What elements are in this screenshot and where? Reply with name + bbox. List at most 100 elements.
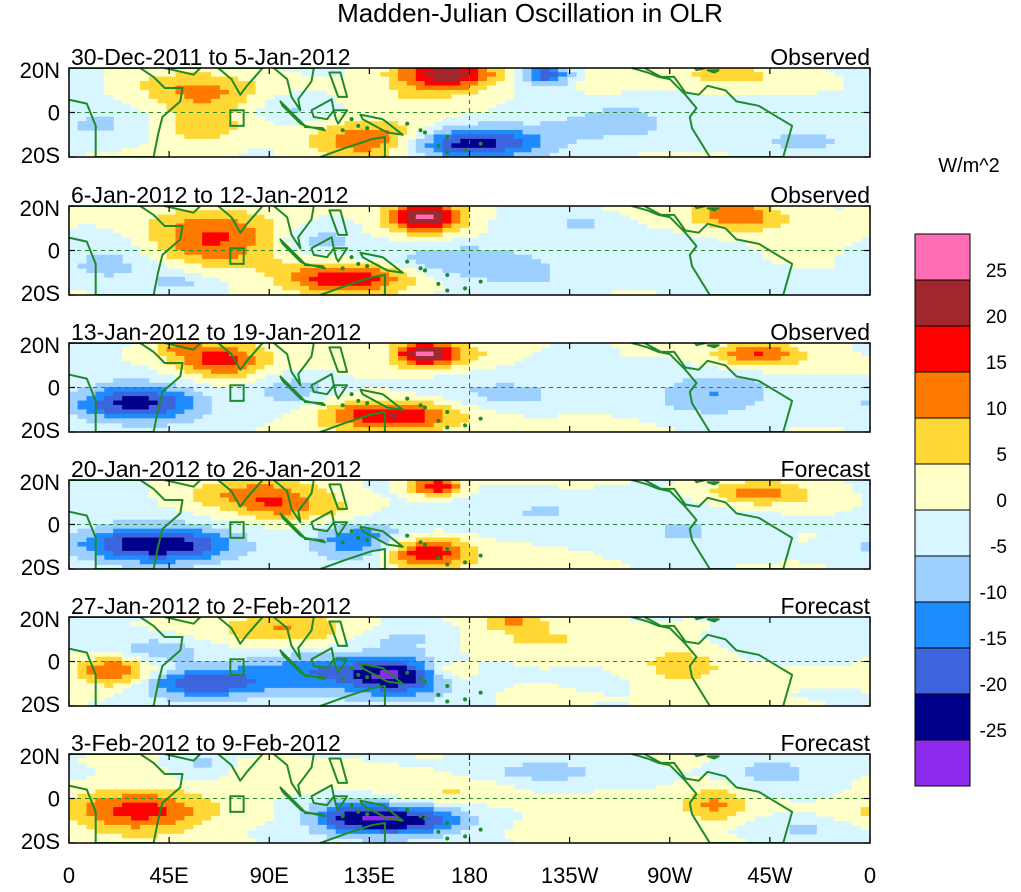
field-cell [443, 347, 453, 352]
field-cell [416, 409, 426, 414]
field-cell [772, 493, 782, 498]
field-cell [193, 143, 203, 148]
field-cell [247, 126, 257, 131]
field-cell [389, 134, 399, 139]
field-cell [273, 635, 283, 640]
field-cell [104, 546, 114, 551]
field-cell [416, 72, 426, 77]
field-cell [558, 652, 568, 657]
field-cell [309, 215, 319, 220]
field-cell [540, 560, 550, 565]
field-cell [558, 688, 568, 693]
field-cell [469, 405, 479, 410]
field-cell [273, 86, 283, 91]
field-cell [469, 409, 479, 414]
field-cell [576, 639, 586, 644]
field-cell [354, 81, 364, 86]
field-cell [416, 688, 426, 693]
field-cell [612, 639, 622, 644]
chart-title: Madden-Julian Oscillation in OLR [337, 0, 723, 28]
field-cell [718, 77, 728, 82]
field-cell [149, 538, 159, 543]
field-cell [229, 347, 239, 352]
field-cell [416, 652, 426, 657]
field-cell [140, 215, 150, 220]
field-cell [345, 511, 355, 516]
field-cell [176, 630, 186, 635]
field-cell [443, 405, 453, 410]
field-cell [825, 506, 835, 511]
field-cell [496, 551, 506, 556]
field-cell [416, 546, 426, 551]
field-cell [167, 692, 177, 697]
field-cell [549, 652, 559, 657]
field-cell [469, 264, 479, 269]
field-cell [389, 560, 399, 565]
field-cell [469, 94, 479, 99]
field-cell [176, 502, 186, 507]
field-cell [229, 484, 239, 489]
field-cell [523, 697, 533, 702]
field-cell [380, 639, 390, 644]
field-cell [318, 139, 328, 144]
field-cell [505, 643, 515, 648]
field-cell [460, 268, 470, 273]
field-cell [514, 352, 524, 357]
field-cell [220, 134, 230, 139]
field-cell [113, 392, 123, 397]
field-cell [265, 493, 275, 498]
field-cell [505, 126, 515, 131]
field-cell [309, 498, 319, 503]
field-cell [496, 414, 506, 419]
field-cell [131, 103, 141, 108]
field-cell [202, 241, 212, 246]
field-cell [576, 643, 586, 648]
field-cell [487, 555, 497, 560]
field-cell [505, 264, 515, 269]
field-cell [95, 546, 105, 551]
field-cell [407, 635, 417, 640]
field-cell [443, 99, 453, 104]
field-cell [514, 130, 524, 135]
field-cell [603, 639, 613, 644]
field-cell [540, 621, 550, 626]
field-cell [754, 72, 764, 77]
field-cell [523, 272, 533, 277]
field-cell [567, 117, 577, 122]
field-cell [807, 506, 817, 511]
field-cell [478, 86, 488, 91]
field-cell [345, 77, 355, 82]
field-cell [122, 542, 132, 547]
field-cell [763, 498, 773, 503]
field-cell [371, 99, 381, 104]
field-cell [443, 666, 453, 671]
field-cell [247, 675, 257, 680]
field-cell [398, 352, 408, 357]
field-cell [345, 489, 355, 494]
field-cell [131, 232, 141, 237]
field-cell [434, 560, 444, 565]
field-cell [398, 643, 408, 648]
field-cell [585, 643, 595, 648]
field-cell [692, 352, 702, 357]
field-cell [407, 117, 417, 122]
field-cell [621, 635, 631, 640]
field-cell [576, 551, 586, 556]
field-cell [745, 356, 755, 361]
field-cell [256, 639, 266, 644]
field-cell [202, 675, 212, 680]
field-cell [167, 219, 177, 224]
field-cell [790, 506, 800, 511]
field-cell [754, 356, 764, 361]
field-cell [425, 374, 435, 379]
field-cell [710, 356, 720, 361]
field-cell [523, 560, 533, 565]
field-cell [122, 210, 132, 215]
field-cell [763, 484, 773, 489]
field-cell [576, 484, 586, 489]
field-cell [202, 365, 212, 370]
field-cell [149, 648, 159, 653]
field-cell [229, 281, 239, 286]
field-cell [460, 409, 470, 414]
field-cell [389, 546, 399, 551]
